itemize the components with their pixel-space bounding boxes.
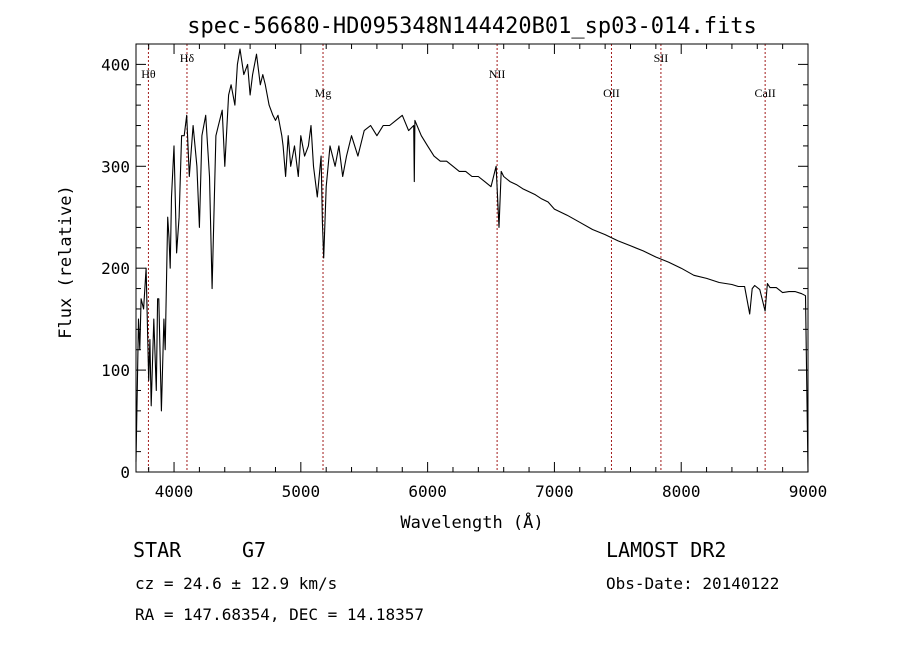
object-class: STAR bbox=[133, 538, 182, 562]
y-axis-label: Flux (relative) bbox=[56, 185, 76, 339]
x-tick-label: 6000 bbox=[408, 482, 447, 501]
y-tick-label: 400 bbox=[101, 55, 130, 74]
annotation-label: NII bbox=[489, 67, 506, 81]
annotation-label: OII bbox=[603, 86, 620, 100]
plot-frame bbox=[135, 43, 809, 473]
y-tick-label: 0 bbox=[120, 463, 130, 482]
survey-name: LAMOST DR2 bbox=[606, 538, 726, 562]
annotation-label: Hδ bbox=[180, 51, 195, 65]
y-tick-label: 200 bbox=[101, 259, 130, 278]
coordinates-info: RA = 147.68354, DEC = 14.18357 bbox=[135, 605, 424, 624]
object-subclass: G7 bbox=[242, 538, 266, 562]
annotation-label: SII bbox=[654, 51, 669, 65]
x-axis-label: Wavelength (Å) bbox=[400, 511, 543, 533]
x-tick-label: 4000 bbox=[155, 482, 194, 501]
y-tick-label: 100 bbox=[101, 361, 130, 380]
redshift-info: cz = 24.6 ± 12.9 km/s bbox=[135, 574, 337, 593]
observation-date: Obs-Date: 20140122 bbox=[606, 574, 779, 593]
spectrum-line bbox=[135, 48, 809, 473]
chart-title: spec-56680-HD095348N144420B01_sp03-014.f… bbox=[187, 14, 757, 39]
x-tick-label: 7000 bbox=[535, 482, 574, 501]
annotation-label: CaII bbox=[754, 86, 775, 100]
x-tick-label: 5000 bbox=[282, 482, 321, 501]
x-tick-label: 9000 bbox=[789, 482, 828, 501]
y-tick-label: 300 bbox=[101, 157, 130, 176]
x-tick-label: 8000 bbox=[662, 482, 701, 501]
annotation-label: Mg bbox=[315, 86, 332, 100]
annotation-label: Hθ bbox=[141, 67, 156, 81]
